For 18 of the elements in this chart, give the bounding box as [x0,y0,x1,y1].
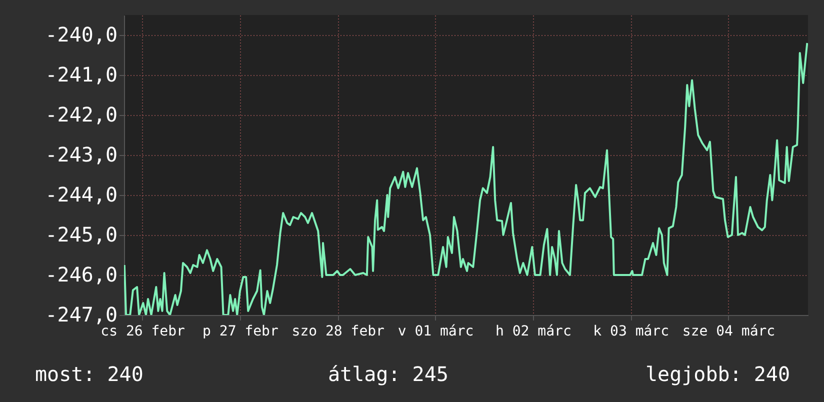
y-tick-label: -242,0 [45,102,118,126]
x-tick-label: szo 28 febr [292,324,384,340]
y-tick-label: -240,0 [45,22,118,46]
y-tick-label: -245,0 [45,222,118,246]
y-tick-label: -247,0 [45,302,118,326]
x-tick-label: cs 26 febr [100,324,185,340]
x-tick-label: v 01 márc [398,324,474,340]
x-tick-label: k 03 márc [593,324,670,340]
text: legjobb: 240 [646,362,790,386]
text: átlag: 245 [328,362,448,386]
x-tick-label: sze 04 márc [682,324,776,340]
y-tick-label: -243,0 [45,142,118,166]
y-tick-label: -244,0 [45,182,118,206]
x-tick-label: p 27 febr [202,324,278,340]
y-tick-label: -241,0 [45,62,118,86]
text: most: 240 [35,362,144,386]
y-tick-label: -246,0 [45,262,118,286]
x-tick-label: h 02 márc [496,324,572,340]
